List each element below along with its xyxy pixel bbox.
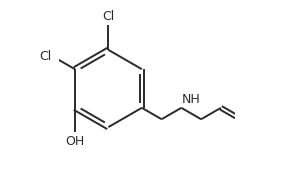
Text: OH: OH	[65, 135, 85, 147]
Text: NH: NH	[182, 93, 201, 106]
Text: Cl: Cl	[39, 50, 51, 63]
Text: Cl: Cl	[102, 10, 114, 23]
